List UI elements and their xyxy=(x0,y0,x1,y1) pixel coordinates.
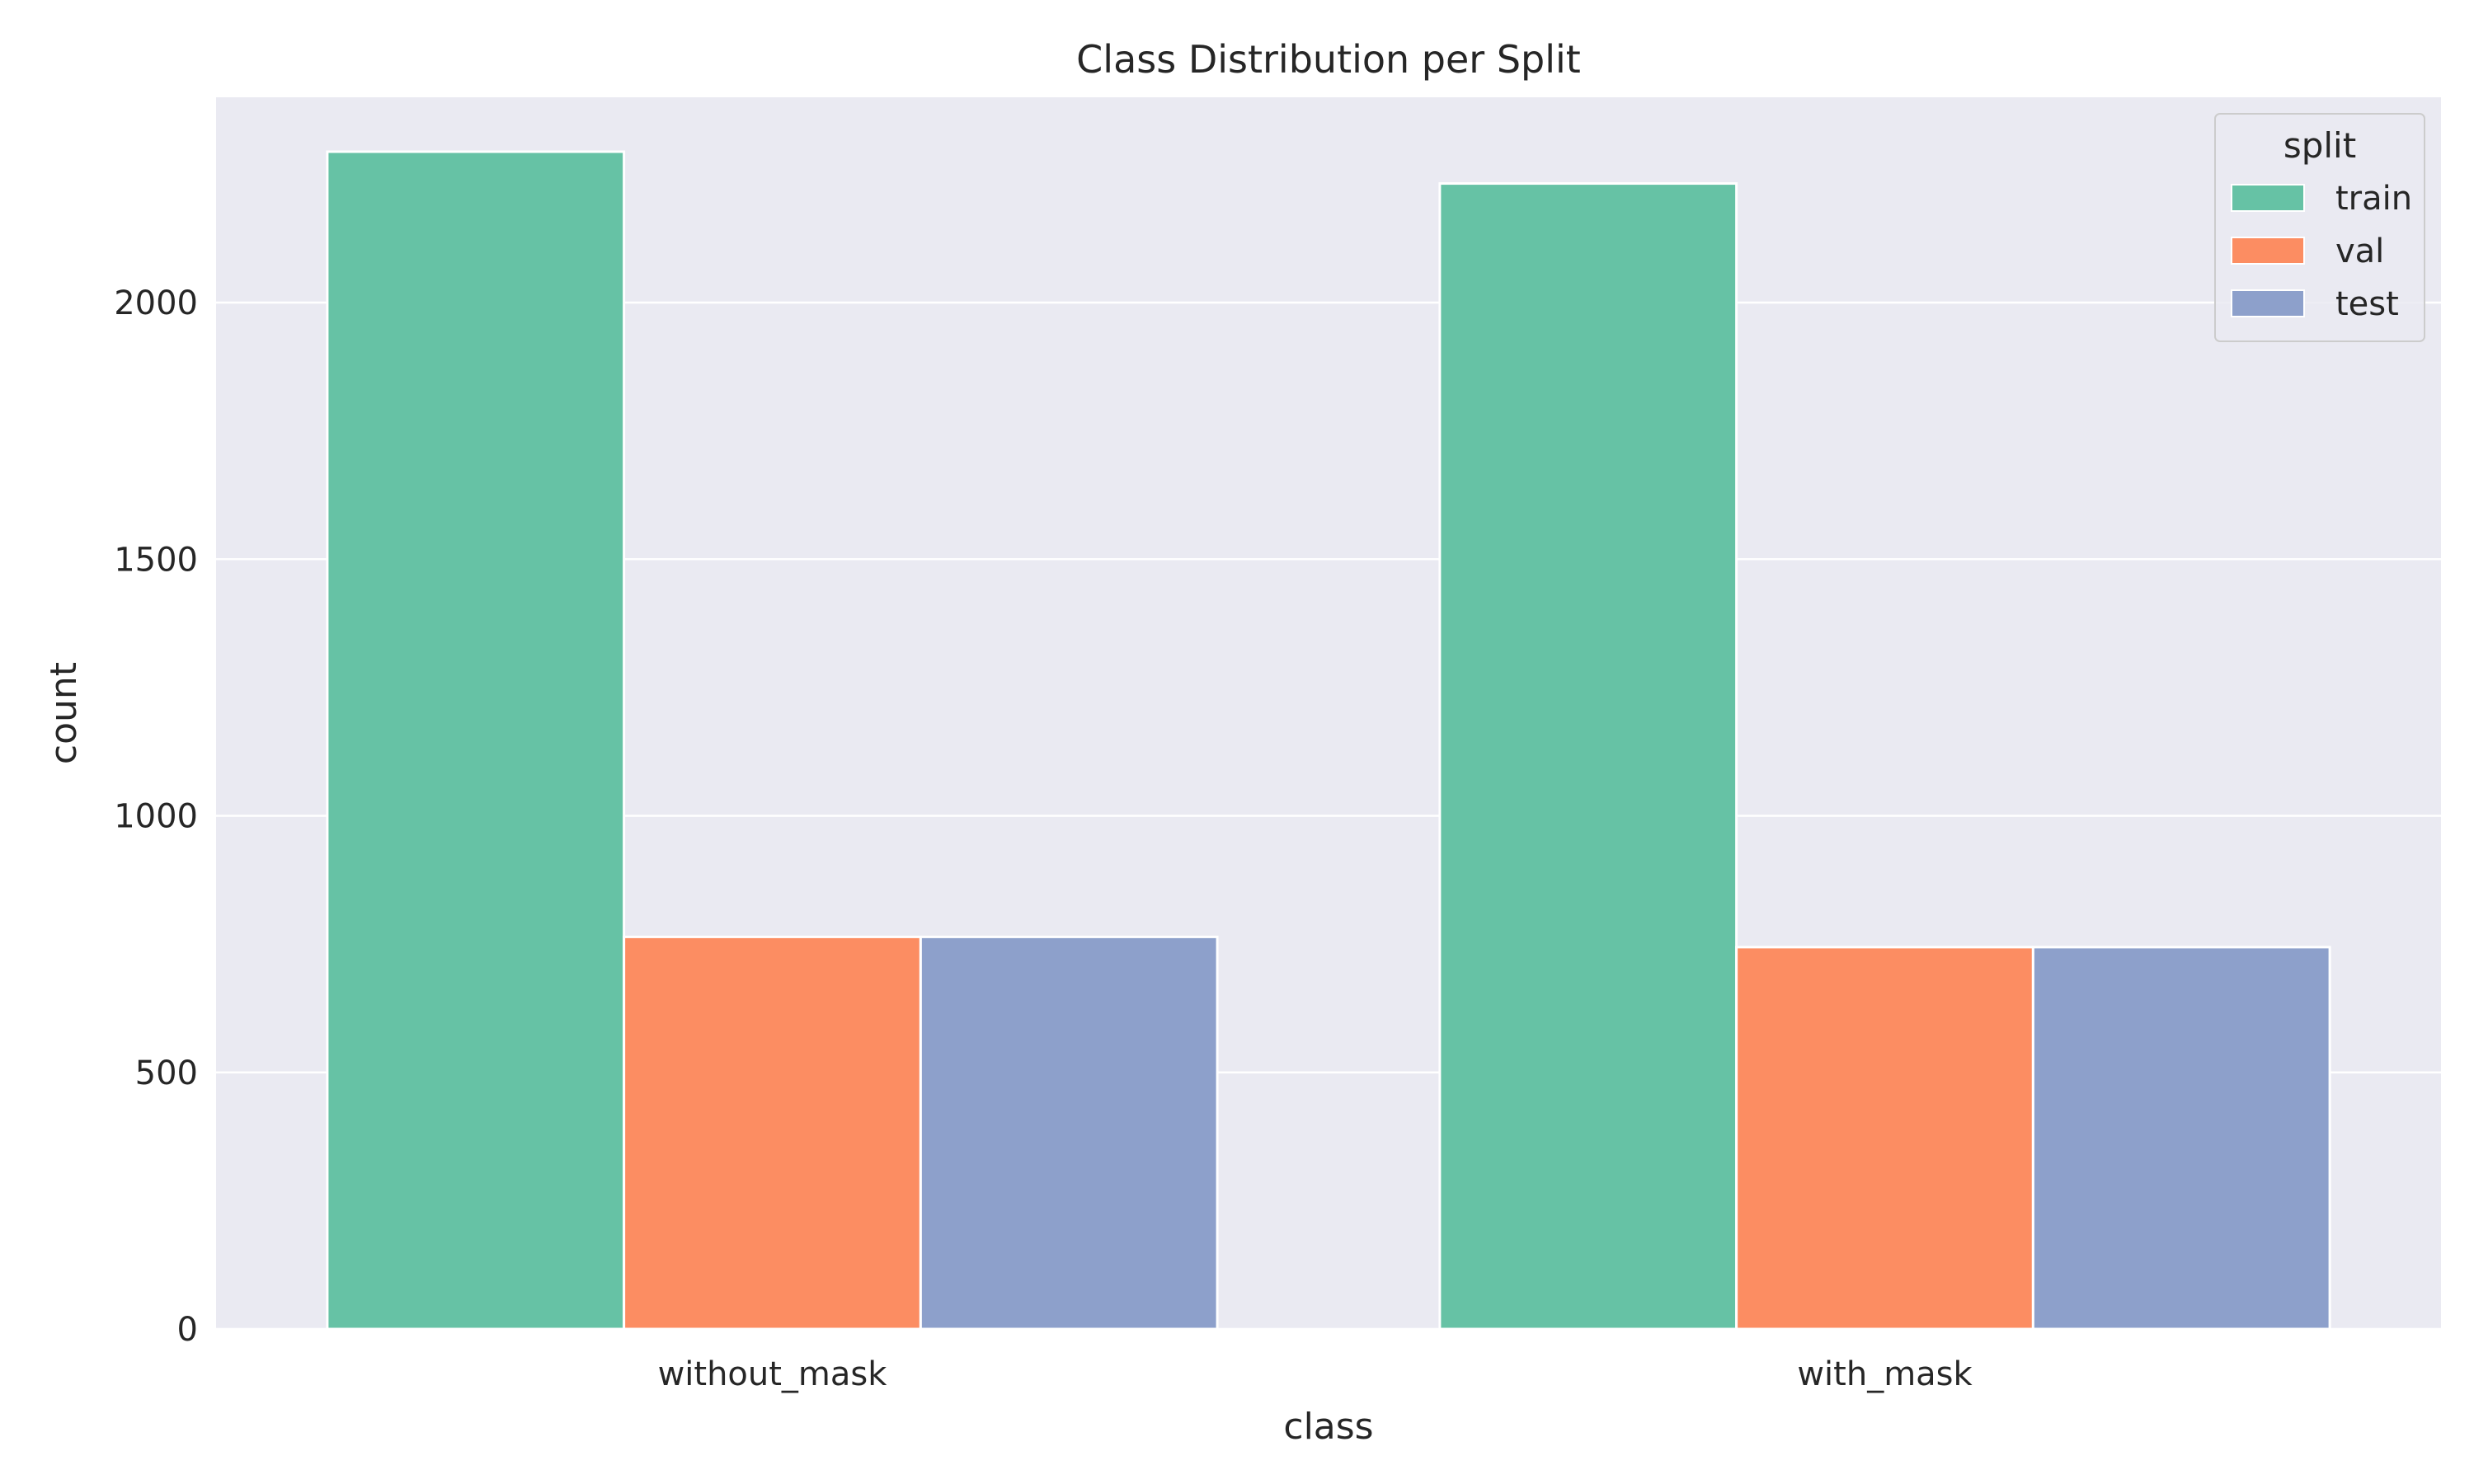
legend-label-val: val xyxy=(2335,232,2384,270)
legend-swatch-train xyxy=(2231,184,2305,212)
legend-label-test: test xyxy=(2335,285,2399,323)
legend-box xyxy=(2214,113,2425,342)
x-tick-labels: without_mask with_mask xyxy=(658,1355,1973,1393)
legend-items: train val test xyxy=(2231,180,2412,323)
y-tick-label-500: 500 xyxy=(135,1054,198,1092)
legend-label-train: train xyxy=(2335,180,2412,218)
y-tick-label-0: 0 xyxy=(177,1311,198,1349)
x-tick-label-without_mask: without_mask xyxy=(658,1355,888,1393)
legend-swatch-test xyxy=(2231,289,2305,317)
y-tick-labels: 0 500 1000 1500 2000 xyxy=(114,284,198,1349)
bar-with_mask-test xyxy=(2031,946,2331,1331)
legend-swatch-val xyxy=(2231,237,2305,265)
bar-without_mask-train xyxy=(326,150,626,1331)
bar-with_mask-val xyxy=(1735,946,2034,1331)
legend-title: split xyxy=(2284,125,2356,166)
bars xyxy=(326,150,2331,1331)
chart-title: Class Distribution per Split xyxy=(1076,37,1581,82)
bar-without_mask-val xyxy=(623,935,922,1331)
y-tick-label-1000: 1000 xyxy=(114,798,198,836)
y-tick-label-2000: 2000 xyxy=(114,284,198,322)
legend: split train val test xyxy=(2214,113,2425,342)
x-tick-label-with_mask: with_mask xyxy=(1797,1355,1973,1393)
x-axis-label: class xyxy=(1283,1406,1373,1448)
bar-with_mask-train xyxy=(1438,182,1738,1331)
y-axis-label: count xyxy=(43,662,85,764)
bar-without_mask-test xyxy=(919,935,1219,1331)
y-tick-label-1500: 1500 xyxy=(114,541,198,579)
